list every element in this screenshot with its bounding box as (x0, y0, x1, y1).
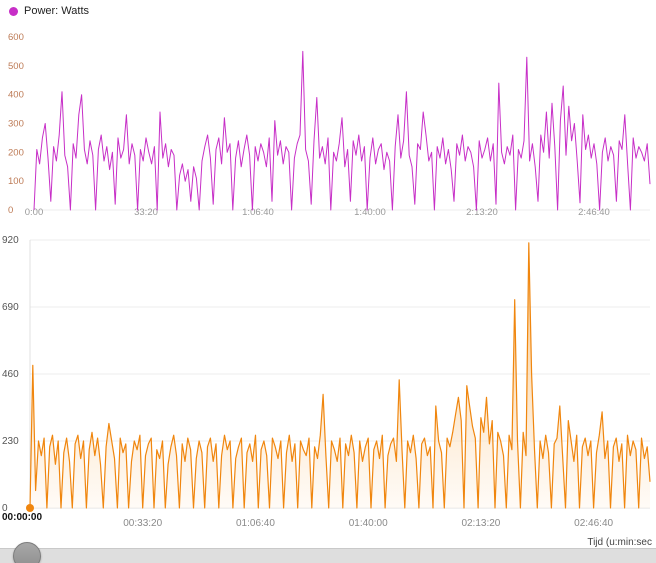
legend-label: Power: Watts (24, 5, 89, 17)
svg-text:01:40:00: 01:40:00 (349, 518, 388, 529)
svg-text:0: 0 (2, 503, 8, 514)
svg-text:400: 400 (8, 90, 24, 101)
time-axis-label: Tijd (u:min:sec (587, 537, 652, 548)
svg-text:300: 300 (8, 119, 24, 130)
power-line-chart[interactable]: 0 100 200 300 400 500 600 0:00 33:20 1:06:40 1:40:… (0, 22, 656, 228)
svg-text:2:13:20: 2:13:20 (466, 207, 498, 218)
svg-text:690: 690 (2, 302, 19, 313)
svg-text:500: 500 (8, 61, 24, 72)
svg-text:230: 230 (2, 436, 19, 447)
svg-text:600: 600 (8, 32, 24, 43)
svg-text:33:20: 33:20 (134, 207, 158, 218)
svg-text:100: 100 (8, 176, 24, 187)
power-series-dot-icon (9, 6, 18, 16)
svg-text:02:13:20: 02:13:20 (461, 518, 500, 529)
svg-text:02:46:40: 02:46:40 (574, 518, 613, 529)
svg-text:920: 920 (2, 235, 19, 246)
scrollbar-track[interactable] (0, 542, 656, 563)
svg-text:1:40:00: 1:40:00 (354, 207, 386, 218)
power-area-chart[interactable]: 0 230 460 690 920 00:33:20 01:06:40 01:40:00 02:… (0, 228, 656, 540)
svg-text:200: 200 (8, 147, 24, 158)
legend: Power: Watts (9, 5, 89, 17)
svg-text:00:33:20: 00:33:20 (123, 518, 162, 529)
svg-text:460: 460 (2, 369, 19, 380)
svg-text:01:06:40: 01:06:40 (236, 518, 275, 529)
svg-text:0: 0 (8, 205, 13, 216)
scrollbar-handle[interactable] (13, 542, 41, 563)
svg-text:00:00:00: 00:00:00 (2, 512, 42, 523)
svg-text:0:00: 0:00 (25, 207, 44, 218)
svg-text:1:06:40: 1:06:40 (242, 207, 274, 218)
svg-text:2:46:40: 2:46:40 (578, 207, 610, 218)
